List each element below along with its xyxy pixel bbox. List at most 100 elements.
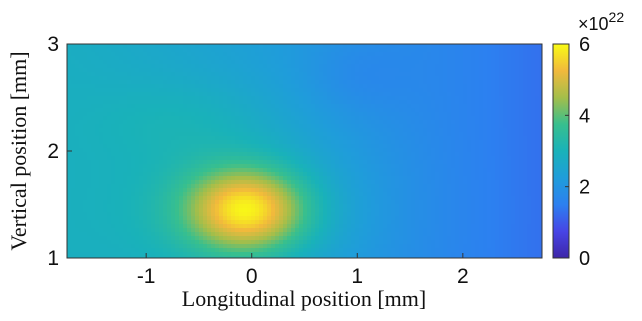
heatmap-cell — [367, 64, 372, 69]
heatmap-cell — [295, 80, 300, 85]
heatmap-cell — [363, 188, 368, 193]
heatmap-cell — [75, 208, 80, 213]
heatmap-cell — [155, 228, 160, 233]
heatmap-cell — [175, 220, 180, 225]
heatmap-cell — [303, 140, 308, 145]
heatmap-cell — [87, 96, 92, 101]
heatmap-cell — [155, 160, 160, 165]
heatmap-cell — [171, 220, 176, 225]
heatmap-cell — [251, 112, 256, 117]
heatmap-cell — [267, 84, 272, 89]
heatmap-cell — [239, 184, 244, 189]
heatmap-cell — [235, 120, 240, 125]
heatmap-cell — [159, 192, 164, 197]
heatmap-cell — [215, 216, 220, 221]
heatmap-cell — [83, 112, 88, 117]
heatmap-cell — [411, 92, 416, 97]
heatmap-cell — [299, 92, 304, 97]
heatmap-cell — [255, 108, 260, 113]
heatmap-cell — [219, 56, 224, 61]
heatmap-cell — [191, 248, 196, 253]
heatmap-cell — [399, 160, 404, 165]
heatmap-cell — [199, 240, 204, 245]
heatmap-cell — [87, 128, 92, 133]
heatmap-cell — [155, 164, 160, 169]
heatmap-cell — [379, 172, 384, 177]
heatmap-cell — [275, 172, 280, 177]
heatmap-cell — [103, 212, 108, 217]
heatmap-cell — [203, 244, 208, 249]
heatmap-cell — [351, 156, 356, 161]
heatmap-cell — [211, 84, 216, 89]
heatmap-cell — [419, 116, 424, 121]
heatmap-cell — [163, 112, 168, 117]
heatmap-cell — [267, 208, 272, 213]
heatmap-cell — [431, 120, 436, 125]
heatmap-cell — [411, 124, 416, 129]
heatmap-cell — [179, 180, 184, 185]
heatmap-cell — [375, 108, 380, 113]
heatmap-cell — [399, 124, 404, 129]
heatmap-cell — [319, 52, 324, 57]
heatmap-cell — [147, 104, 152, 109]
heatmap-cell — [103, 156, 108, 161]
heatmap-cell — [363, 228, 368, 233]
heatmap-cell — [103, 100, 108, 105]
heatmap-cell — [139, 152, 144, 157]
heatmap-cell — [351, 168, 356, 173]
heatmap-cell — [367, 88, 372, 93]
heatmap-cell — [127, 172, 132, 177]
heatmap-cell — [259, 176, 264, 181]
heatmap-cell — [83, 52, 88, 57]
heatmap-cell — [99, 180, 104, 185]
heatmap-cell — [347, 100, 352, 105]
heatmap-cell — [99, 152, 104, 157]
heatmap-cell — [75, 100, 80, 105]
heatmap-cell — [335, 228, 340, 233]
heatmap-cell — [79, 252, 84, 257]
heatmap-cell — [427, 132, 432, 137]
heatmap-cell — [263, 216, 268, 221]
heatmap-cell — [223, 96, 228, 101]
heatmap-cell — [211, 144, 216, 149]
heatmap-cell — [231, 56, 236, 61]
heatmap-cell — [427, 148, 432, 153]
heatmap-cell — [283, 132, 288, 137]
heatmap-cell — [299, 96, 304, 101]
heatmap-cell — [411, 244, 416, 249]
heatmap-cell — [155, 216, 160, 221]
heatmap-cell — [131, 216, 136, 221]
heatmap-cell — [423, 100, 428, 105]
heatmap-cell — [75, 72, 80, 77]
heatmap-cell — [115, 212, 120, 217]
heatmap-cell — [175, 108, 180, 113]
heatmap-cell — [279, 104, 284, 109]
heatmap-cell — [119, 200, 124, 205]
heatmap-cell — [175, 196, 180, 201]
heatmap-cell — [75, 172, 80, 177]
heatmap-cell — [203, 196, 208, 201]
heatmap-cell — [387, 256, 392, 258]
heatmap-cell — [223, 48, 228, 53]
heatmap-cell — [407, 176, 412, 181]
heatmap-cell — [363, 164, 368, 169]
heatmap-cell — [299, 120, 304, 125]
heatmap-cell — [219, 68, 224, 73]
heatmap-cell — [331, 188, 336, 193]
heatmap-cell — [391, 132, 396, 137]
heatmap-cell — [331, 236, 336, 241]
heatmap-cell — [387, 212, 392, 217]
heatmap-cell — [323, 72, 328, 77]
heatmap-cell — [155, 220, 160, 225]
heatmap-cell — [371, 240, 376, 245]
heatmap-cell — [91, 176, 96, 181]
heatmap-cell — [307, 148, 312, 153]
heatmap-cell — [323, 256, 328, 258]
heatmap-cell — [183, 100, 188, 105]
heatmap-cell — [363, 124, 368, 129]
heatmap-cell — [379, 72, 384, 77]
heatmap-cell — [291, 132, 296, 137]
heatmap-cell — [203, 140, 208, 145]
heatmap-cell — [127, 104, 132, 109]
heatmap-cell — [379, 88, 384, 93]
